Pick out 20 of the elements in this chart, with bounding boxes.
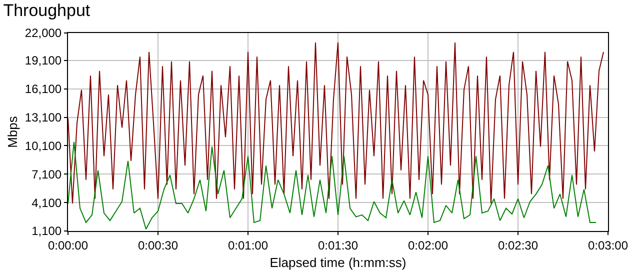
y-tick-label: 19,100 — [24, 54, 62, 68]
y-tick-label: 22,000 — [24, 26, 62, 40]
x-axis-title: Elapsed time (h:mm:ss) — [270, 255, 406, 270]
y-tick-label: 16,100 — [24, 82, 62, 96]
x-tick-label: 0:00:30 — [138, 238, 178, 252]
x-tick-label: 0:01:00 — [228, 238, 268, 252]
y-tick-label: 7,100 — [32, 167, 62, 182]
y-tick-label: 1,100 — [32, 224, 62, 238]
line-series — [68, 42, 604, 204]
chart-title: Throughput — [3, 1, 90, 20]
x-tick-label: 0:02:00 — [408, 238, 448, 252]
x-tick-label: 0:01:30 — [318, 238, 358, 252]
y-tick-label: 4,100 — [32, 196, 62, 210]
x-tick-label: 0:03:00 — [588, 238, 628, 252]
x-tick-label: 0:00:00 — [48, 238, 88, 252]
y-tick-label: 10,100 — [24, 138, 62, 153]
y-tick-label: 13,100 — [24, 110, 62, 125]
y-axis-title: Mbps — [4, 116, 20, 148]
x-tick-label: 0:02:30 — [498, 238, 538, 252]
line-series — [68, 141, 596, 230]
